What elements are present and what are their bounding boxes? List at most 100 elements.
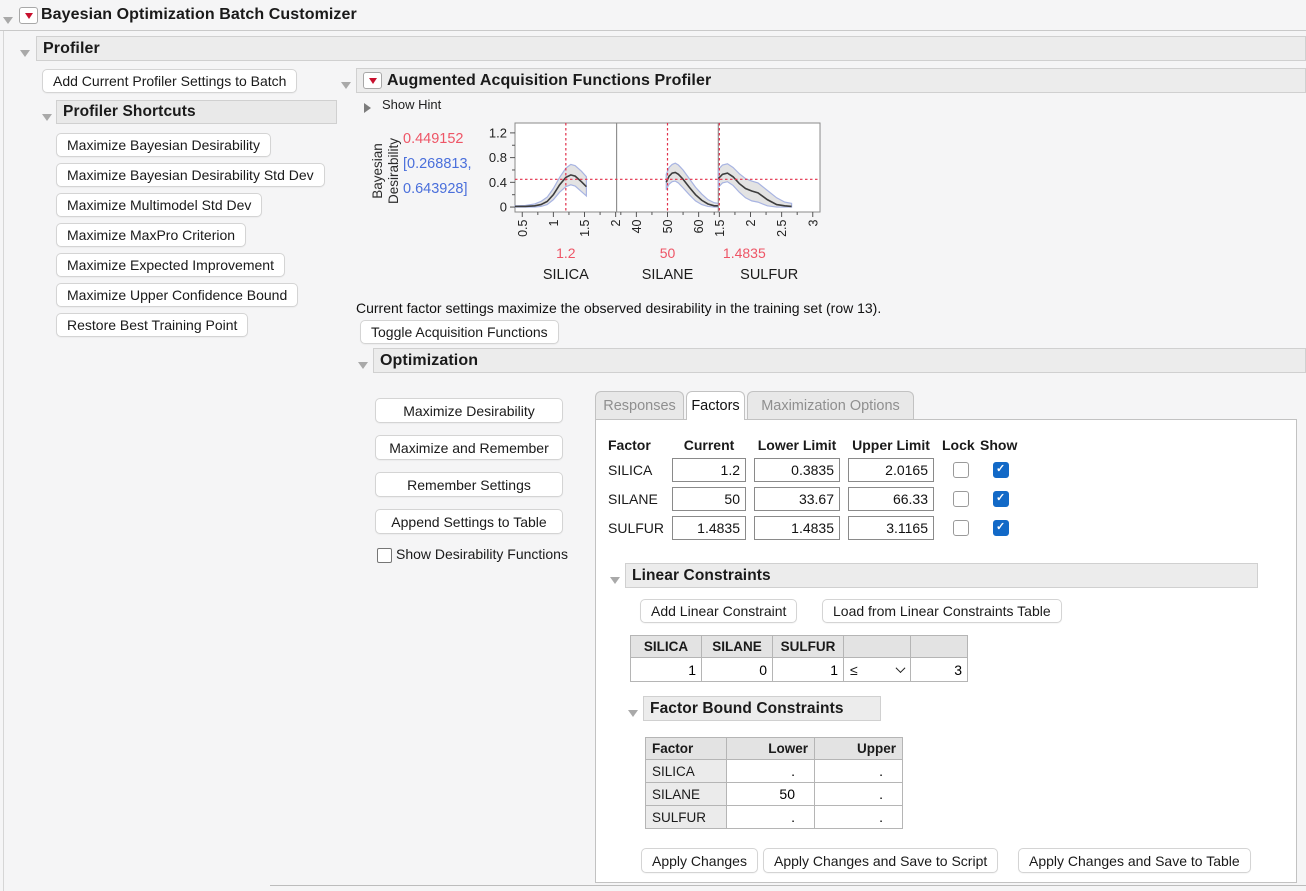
- col-header-show: Show: [980, 437, 1018, 453]
- tab-maximization-options[interactable]: Maximization Options: [747, 391, 914, 419]
- tab-responses[interactable]: Responses: [595, 391, 684, 419]
- col-header-current: Current: [683, 437, 735, 453]
- show-desirability-label: Show Desirability Functions: [396, 546, 568, 562]
- lock-checkbox-sulfur[interactable]: [953, 520, 969, 536]
- show-desirability-checkbox[interactable]: [377, 548, 392, 563]
- shortcut-button-max-expected-improvement[interactable]: Maximize Expected Improvement: [56, 253, 285, 277]
- maximize-desirability-button[interactable]: Maximize Desirability: [375, 398, 563, 423]
- upper-limit-input-silica[interactable]: [848, 458, 934, 482]
- fb-row-sulfur: SULFUR: [645, 805, 903, 829]
- fb-lower-silica-input[interactable]: [727, 760, 800, 782]
- factor-row-silane: SILANE: [608, 487, 1022, 511]
- lower-limit-input-silica[interactable]: [754, 458, 840, 482]
- lc-operator-value: ≤: [850, 661, 858, 678]
- svg-text:60: 60: [692, 219, 706, 233]
- show-checkbox-sulfur[interactable]: [993, 520, 1009, 536]
- maximize-and-remember-button[interactable]: Maximize and Remember: [375, 435, 563, 460]
- factor-name: SILICA: [608, 462, 653, 478]
- show-hint-toggle[interactable]: [364, 100, 371, 118]
- chevron-down-icon: [895, 663, 906, 674]
- lc-col-sulfur: SULFUR: [772, 635, 844, 658]
- remember-settings-button[interactable]: Remember Settings: [375, 472, 563, 497]
- profiler-graph[interactable]: 0.5 1 1.5 2 1.2 SILICA 40 50 60 50 SILANE 1.5 2 2.5 3 1…: [478, 121, 826, 289]
- upper-limit-input-sulfur[interactable]: [848, 516, 934, 540]
- lc-coef-sulfur-input[interactable]: [773, 658, 843, 681]
- fb-col-lower: Lower: [726, 737, 815, 760]
- fb-col-factor: Factor: [645, 737, 727, 760]
- triangle-right-icon: [364, 103, 371, 113]
- lc-coef-silica-input[interactable]: [631, 658, 701, 681]
- shortcut-button-max-bayesian-desirability-stddev[interactable]: Maximize Bayesian Desirability Std Dev: [56, 163, 325, 187]
- shortcut-button-max-maxpro[interactable]: Maximize MaxPro Criterion: [56, 223, 247, 247]
- shortcut-button-max-bayesian-desirability[interactable]: Maximize Bayesian Desirability: [56, 133, 271, 157]
- factor-name: SULFUR: [608, 520, 665, 536]
- svg-text:0.5: 0.5: [516, 219, 530, 236]
- fb-lower-sulfur-input[interactable]: [727, 806, 800, 828]
- disclosure-triangle-optimization[interactable]: [358, 356, 368, 374]
- svg-text:SILANE: SILANE: [642, 267, 694, 283]
- window-outline-title: Bayesian Optimization Batch Customizer: [41, 6, 357, 23]
- disclosure-triangle-linear-constraints[interactable]: [610, 571, 620, 589]
- fb-row-silane: SILANE: [645, 782, 903, 806]
- apply-changes-button[interactable]: Apply Changes: [641, 848, 758, 873]
- toggle-acquisition-button[interactable]: Toggle Acquisition Functions: [360, 320, 559, 344]
- linear-constraints-header-bar: Linear Constraints: [625, 563, 1258, 588]
- upper-limit-input-silane[interactable]: [848, 487, 934, 511]
- fb-upper-silane-input[interactable]: [815, 783, 888, 805]
- show-checkbox-silica[interactable]: [993, 462, 1009, 478]
- shortcut-button-max-upper-confidence-bound[interactable]: Maximize Upper Confidence Bound: [56, 283, 299, 307]
- load-linear-constraints-button[interactable]: Load from Linear Constraints Table: [822, 599, 1062, 623]
- lock-checkbox-silane[interactable]: [953, 491, 969, 507]
- fb-row-silica: SILICA: [645, 759, 903, 783]
- disclosure-triangle-shortcuts[interactable]: [42, 108, 52, 126]
- fb-factor-name: SILICA: [645, 759, 727, 783]
- shortcut-button-restore-best-training-point[interactable]: Restore Best Training Point: [56, 313, 249, 337]
- red-triangle-icon: [368, 77, 377, 84]
- fb-upper-sulfur-input[interactable]: [815, 806, 888, 828]
- fb-factor-name: SILANE: [645, 782, 727, 806]
- factor-name: SILANE: [608, 491, 658, 507]
- shortcut-button-max-multimodel-stddev[interactable]: Maximize Multimodel Std Dev: [56, 193, 263, 217]
- current-input-silica[interactable]: [672, 458, 746, 482]
- triangle-down-icon: [358, 362, 368, 369]
- red-triangle-menu-augmented[interactable]: [363, 72, 382, 89]
- apply-save-script-button[interactable]: Apply Changes and Save to Script: [763, 848, 999, 873]
- disclosure-triangle-factor-bounds[interactable]: [628, 704, 638, 722]
- svg-text:1: 1: [547, 219, 561, 226]
- disclosure-triangle-root[interactable]: [3, 11, 13, 29]
- disclosure-triangle-augmented[interactable]: [341, 76, 351, 94]
- svg-text:1.4835: 1.4835: [723, 245, 766, 261]
- linear-constraint-row: ≤: [630, 657, 968, 682]
- tab-factors[interactable]: Factors: [686, 391, 745, 420]
- append-settings-button[interactable]: Append Settings to Table: [375, 509, 563, 534]
- disclosure-triangle-profiler[interactable]: [20, 44, 30, 62]
- lower-limit-input-sulfur[interactable]: [754, 516, 840, 540]
- lock-checkbox-silica[interactable]: [953, 462, 969, 478]
- red-triangle-menu-root[interactable]: [19, 7, 38, 24]
- triangle-down-icon: [628, 710, 638, 717]
- optimization-title: Optimization: [380, 351, 479, 369]
- lower-limit-input-silane[interactable]: [754, 487, 840, 511]
- fb-upper-silica-input[interactable]: [815, 760, 888, 782]
- add-linear-constraint-button[interactable]: Add Linear Constraint: [640, 599, 798, 623]
- fb-lower-silane-input[interactable]: [727, 783, 800, 805]
- add-profiler-settings-button[interactable]: Add Current Profiler Settings to Batch: [42, 69, 298, 93]
- svg-text:1.5: 1.5: [713, 219, 727, 236]
- current-input-sulfur[interactable]: [672, 516, 746, 540]
- lc-operator-dropdown[interactable]: ≤: [844, 662, 910, 678]
- apply-save-table-button[interactable]: Apply Changes and Save to Table: [1018, 848, 1251, 873]
- status-text: Current factor settings maximize the obs…: [356, 300, 882, 316]
- lc-coef-silane-input[interactable]: [702, 658, 772, 681]
- shortcuts-header-bar: Profiler Shortcuts: [56, 100, 337, 124]
- profiler-title: Profiler: [43, 39, 100, 57]
- current-input-silane[interactable]: [672, 487, 746, 511]
- svg-text:2.5: 2.5: [775, 219, 789, 236]
- lc-bound-input[interactable]: [911, 658, 967, 681]
- show-checkbox-silane[interactable]: [993, 491, 1009, 507]
- show-hint-label[interactable]: Show Hint: [382, 97, 442, 112]
- col-header-lock: Lock: [942, 437, 975, 453]
- fb-factor-name: SULFUR: [645, 805, 727, 829]
- bottom-divider: [270, 885, 1306, 886]
- optimization-header-bar: Optimization: [373, 348, 1306, 373]
